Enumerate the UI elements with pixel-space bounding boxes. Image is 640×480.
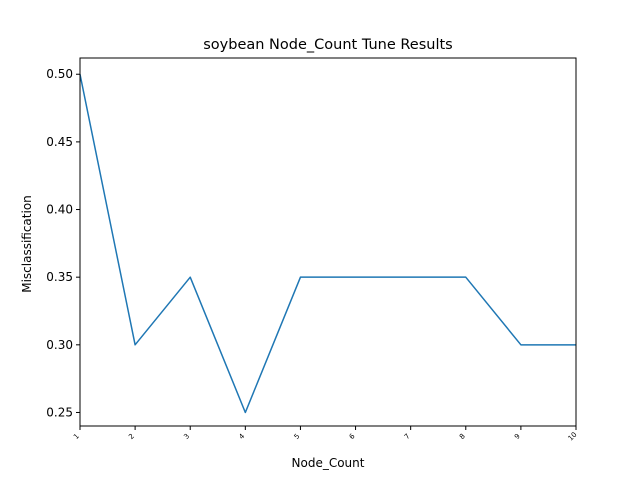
y-axis: 0.25 0.30 0.35 0.40 0.45 0.50 xyxy=(46,67,80,419)
x-tick-label: 3 xyxy=(182,432,191,441)
y-tick-label: 0.30 xyxy=(46,338,73,352)
y-axis-label: Misclassification xyxy=(20,195,34,293)
x-tick-label: 10 xyxy=(567,431,579,443)
x-tick-label: 6 xyxy=(348,432,357,441)
x-axis: 1 2 3 4 5 6 7 8 9 10 xyxy=(72,426,579,443)
y-tick-label: 0.40 xyxy=(46,203,73,217)
x-tick-label: 2 xyxy=(127,432,136,441)
y-tick-label: 0.50 xyxy=(46,67,73,81)
x-tick-label: 9 xyxy=(513,432,522,441)
x-tick-label: 7 xyxy=(403,432,412,441)
x-tick-label: 5 xyxy=(293,432,302,441)
chart-title: soybean Node_Count Tune Results xyxy=(203,37,453,53)
x-tick-label: 8 xyxy=(458,432,467,441)
series-line xyxy=(79,74,576,414)
plot-frame xyxy=(79,57,577,427)
y-tick-label: 0.45 xyxy=(46,135,73,149)
x-axis-label: Node_Count xyxy=(292,456,365,470)
x-tick-label: 4 xyxy=(238,432,247,441)
y-tick-label: 0.25 xyxy=(46,405,73,419)
y-tick-label: 0.35 xyxy=(46,270,73,284)
x-tick-label: 1 xyxy=(72,432,81,441)
